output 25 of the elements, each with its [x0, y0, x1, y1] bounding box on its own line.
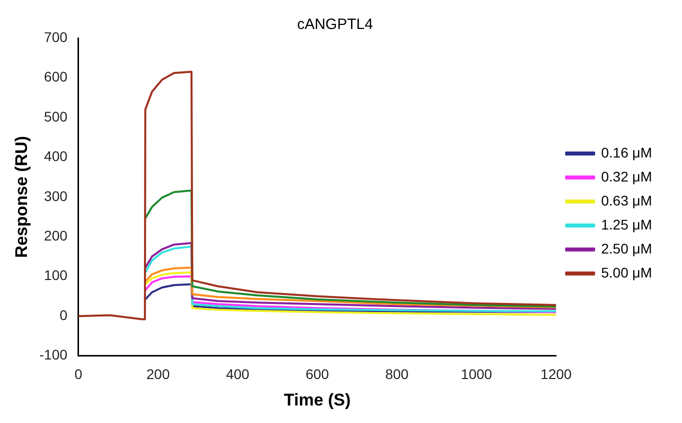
- y-axis-title: Response (RU): [12, 136, 31, 258]
- legend-label: 0.32 μM: [601, 168, 652, 184]
- y-tick-label: -100: [39, 346, 68, 363]
- y-tick-label: 500: [44, 108, 68, 124]
- legend-label: 2.50 μM: [601, 240, 652, 256]
- x-axis-title: Time (S): [284, 390, 351, 410]
- x-tick-label: 1000: [460, 366, 492, 382]
- y-tick-label: 600: [44, 68, 68, 85]
- x-tick-label: 0: [74, 366, 83, 382]
- chart-title: cANGPTL4: [297, 16, 373, 34]
- legend-label: 1.25 μM: [601, 216, 652, 232]
- x-tick-label: 1200: [540, 366, 572, 382]
- y-tick-label: 400: [44, 148, 68, 164]
- y-tick-label: 200: [44, 227, 68, 244]
- x-tick-label: 200: [146, 366, 170, 382]
- y-tick-label: 0: [60, 306, 68, 323]
- x-tick-label: 400: [226, 366, 250, 382]
- x-tick-label: 800: [385, 366, 409, 382]
- legend-label: 5.00 μM: [601, 264, 652, 280]
- y-tick-label: 300: [44, 188, 68, 204]
- legend-label: 0.16 μM: [601, 144, 652, 160]
- x-tick-label: 600: [306, 366, 330, 382]
- legend-label: 0.63 μM: [601, 192, 652, 208]
- y-tick-label: 100: [44, 267, 68, 284]
- y-tick-label: 700: [44, 28, 68, 45]
